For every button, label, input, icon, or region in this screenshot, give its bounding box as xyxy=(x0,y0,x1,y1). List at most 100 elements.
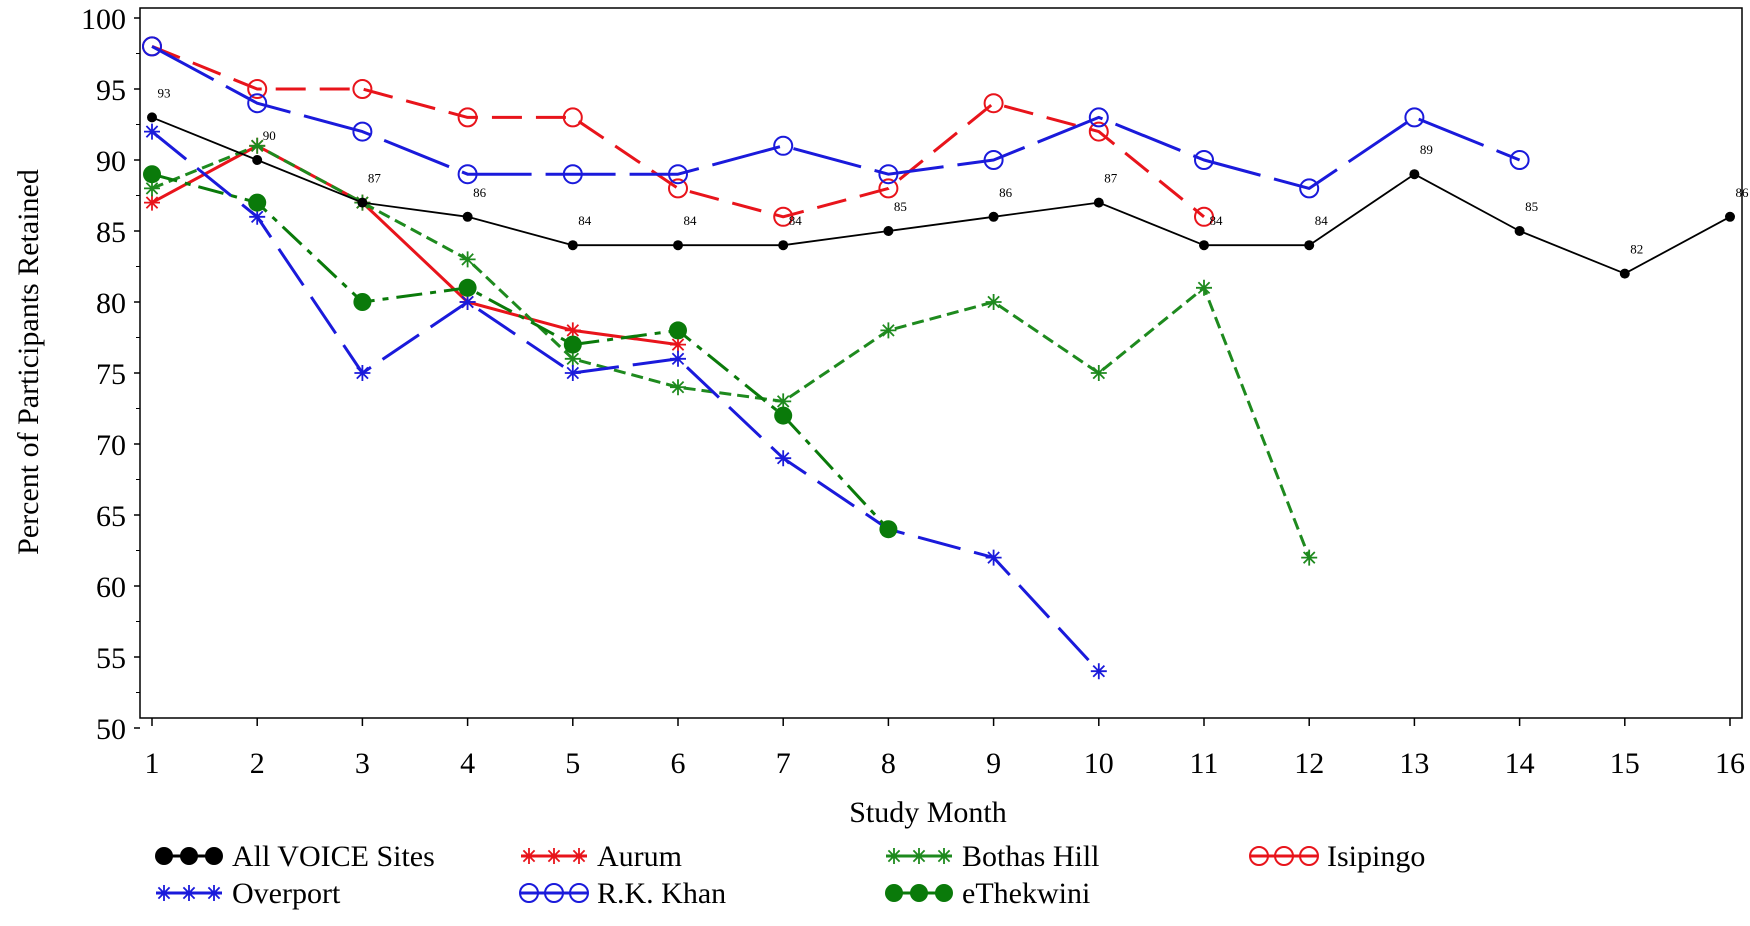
series-isipingo xyxy=(142,36,1214,227)
x-tick-label: 13 xyxy=(1399,747,1429,780)
y-axis-title: Percent of Participants Retained xyxy=(12,169,45,555)
data-point xyxy=(778,240,789,251)
data-point xyxy=(247,93,268,114)
data-point xyxy=(1404,107,1425,128)
legend-marker xyxy=(569,883,589,903)
data-point xyxy=(247,79,268,99)
data-point xyxy=(248,193,267,212)
y-tick-label: 65 xyxy=(96,500,126,533)
x-tick-label: 5 xyxy=(565,747,580,780)
data-point xyxy=(147,112,157,123)
data-point xyxy=(883,226,894,236)
data-point xyxy=(1090,365,1107,381)
x-tick-label: 8 xyxy=(881,747,896,780)
legend-label: Aurum xyxy=(597,840,682,873)
x-tick-label: 10 xyxy=(1084,747,1114,780)
plot-frame xyxy=(139,7,1743,719)
data-point xyxy=(357,197,368,208)
legend-label: All VOICE Sites xyxy=(232,840,435,873)
data-point xyxy=(1304,240,1315,251)
data-point xyxy=(457,107,478,128)
legend-marker xyxy=(935,884,953,902)
x-tick-label: 7 xyxy=(776,747,791,780)
data-point xyxy=(878,178,899,199)
x-tick-label: 3 xyxy=(355,747,370,780)
series-line xyxy=(151,144,679,347)
series-line xyxy=(151,45,1521,190)
data-label: 89 xyxy=(1420,142,1433,157)
data-point xyxy=(144,180,160,197)
legend-item: All VOICE Sites xyxy=(155,840,435,873)
legend-marker xyxy=(544,883,564,903)
data-point xyxy=(670,379,686,396)
series-r-k-khan xyxy=(142,36,1530,199)
legend-marker xyxy=(155,847,173,865)
data-label: 86 xyxy=(1736,185,1750,200)
y-tick-label: 70 xyxy=(96,429,126,462)
data-point xyxy=(459,294,476,310)
data-point xyxy=(1196,279,1212,296)
data-point xyxy=(562,107,583,128)
legend-label: Isipingo xyxy=(1327,840,1425,873)
data-point xyxy=(1619,268,1630,279)
data-label: 90 xyxy=(263,128,276,143)
y-tick-label: 60 xyxy=(96,571,126,604)
data-point xyxy=(1090,663,1107,680)
data-point xyxy=(1514,226,1525,236)
data-point xyxy=(1088,121,1109,142)
legend-marker xyxy=(885,884,903,902)
data-point xyxy=(670,336,686,353)
data-point xyxy=(562,164,583,185)
legend-marker xyxy=(205,847,223,865)
x-axis: 1 2 3 4 5 6 7 8 9 10 11 12 13 14 15 16 xyxy=(145,718,1745,780)
data-point xyxy=(673,240,683,251)
data-point xyxy=(880,322,897,339)
legend-label: R.K. Khan xyxy=(597,877,726,910)
data-point xyxy=(462,211,473,222)
legend-marker xyxy=(1299,846,1319,866)
data-label: 93 xyxy=(158,85,171,100)
y-axis: 50 55 60 65 70 75 80 85 90 95 100 xyxy=(81,3,140,746)
legend-item: Overport xyxy=(156,877,341,910)
series-line xyxy=(151,45,1205,219)
legend-marker xyxy=(156,885,172,901)
data-point xyxy=(879,520,898,539)
x-tick-label: 6 xyxy=(671,747,686,780)
legend-marker xyxy=(519,883,539,903)
data-point xyxy=(249,208,266,225)
data-point xyxy=(353,293,372,311)
y-tick-label: 50 xyxy=(96,713,126,746)
y-tick-label: 95 xyxy=(96,74,126,107)
data-point xyxy=(878,164,899,185)
data-point xyxy=(668,178,688,199)
x-tick-label: 1 xyxy=(145,747,160,780)
data-point xyxy=(774,406,793,425)
data-point xyxy=(1725,211,1735,222)
data-point xyxy=(458,278,477,297)
y-tick-label: 55 xyxy=(96,642,126,675)
data-point xyxy=(142,36,162,57)
series-overport xyxy=(144,123,1107,680)
data-point xyxy=(1093,197,1104,208)
x-tick-label: 2 xyxy=(250,747,265,780)
data-point xyxy=(988,211,999,222)
data-point xyxy=(563,335,582,354)
x-tick-label: 15 xyxy=(1610,747,1640,780)
series-line xyxy=(151,116,1731,275)
legend-marker xyxy=(180,847,198,865)
legend-marker xyxy=(206,885,222,901)
data-labels: 93 90 87 86 84 84 84 85 86 87 84 84 89 85 82 86 xyxy=(158,85,1750,256)
data-point xyxy=(567,240,578,251)
legend-marker xyxy=(910,884,928,902)
legend-item: Bothas Hill xyxy=(886,840,1100,873)
series-line xyxy=(151,172,890,531)
data-point xyxy=(457,164,478,185)
data-label: 87 xyxy=(368,171,382,186)
data-point xyxy=(1194,206,1214,227)
x-tick-label: 16 xyxy=(1715,747,1745,780)
series-ethekwini xyxy=(143,165,898,539)
data-point xyxy=(1409,169,1420,180)
legend: All VOICE Sites Aurum Bothas Hill Isipingo O… xyxy=(155,840,1425,910)
data-point xyxy=(249,137,266,154)
